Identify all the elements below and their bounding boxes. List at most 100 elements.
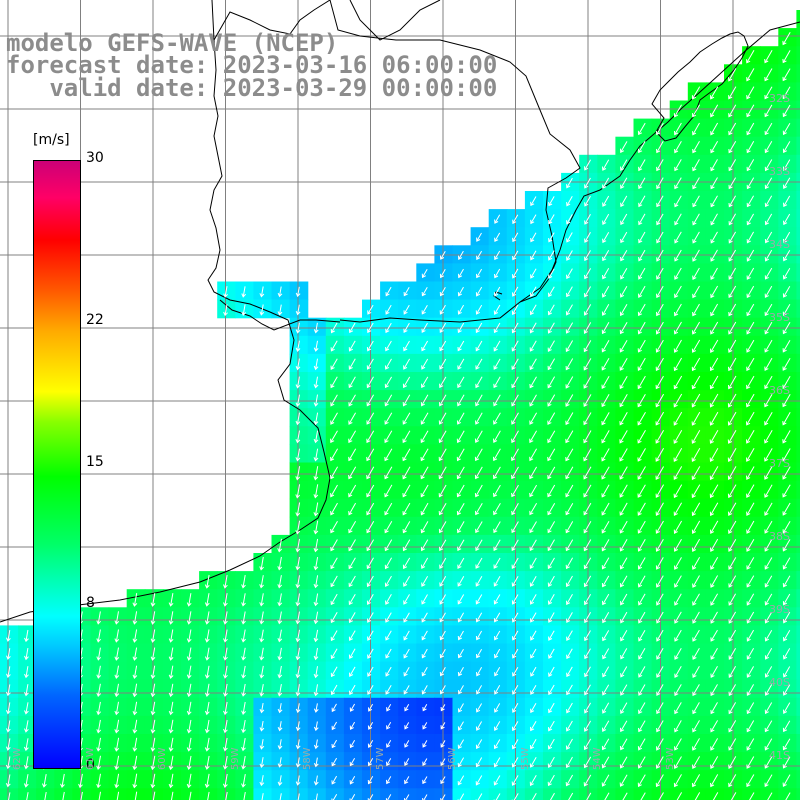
wind-cell <box>416 788 435 800</box>
wind-arrow <box>691 429 701 444</box>
wind-arrow <box>511 340 519 352</box>
wind-arrow <box>619 357 628 371</box>
wind-cell <box>398 788 417 800</box>
wind-cell <box>796 734 800 753</box>
wind-arrow <box>638 702 646 715</box>
wind-cell <box>506 788 526 800</box>
wind-cell <box>796 118 800 138</box>
wind-arrow <box>493 394 501 407</box>
wind-arrow <box>421 358 429 370</box>
wind-cell <box>796 335 800 355</box>
wind-arrow <box>511 430 519 444</box>
wind-arrow <box>223 683 228 697</box>
wind-arrow <box>584 684 591 696</box>
wind-arrow <box>366 430 375 444</box>
wind-arrow <box>348 648 356 659</box>
wind-arrow <box>204 665 210 679</box>
wind-arrow <box>655 393 665 408</box>
wind-arrow <box>710 593 719 606</box>
wind-arrow <box>764 122 773 136</box>
latitude-label: 39S <box>769 603 790 616</box>
wind-arrow <box>5 702 11 715</box>
wind-arrow <box>656 684 664 696</box>
wind-arrow <box>457 340 465 352</box>
wind-arrow <box>728 177 737 190</box>
wind-arrow <box>493 502 501 516</box>
wind-arrow <box>547 738 555 750</box>
wind-arrow <box>746 213 755 226</box>
wind-arrow <box>422 794 428 800</box>
wind-arrow <box>602 630 610 642</box>
wind-arrow <box>475 757 483 768</box>
wind-arrow <box>782 321 791 335</box>
wind-arrow <box>530 630 537 641</box>
wind-arrow <box>367 666 374 677</box>
wind-arrow <box>565 376 574 389</box>
wind-arrow <box>782 593 791 606</box>
wind-arrow <box>583 502 592 516</box>
wind-arrow <box>622 792 628 800</box>
wind-arrow <box>259 703 265 714</box>
wind-arrow <box>565 466 574 480</box>
wind-arrow <box>150 773 156 789</box>
wind-arrow <box>764 666 773 678</box>
wind-arrow <box>313 739 319 750</box>
wind-arrow <box>782 141 791 154</box>
wind-arrow <box>710 756 719 769</box>
wind-arrow <box>764 557 773 570</box>
wind-arrow <box>584 214 591 225</box>
wind-arrow <box>348 376 356 389</box>
wind-arrow <box>602 720 610 732</box>
wind-arrow <box>384 484 393 498</box>
wind-arrow <box>691 375 701 390</box>
wind-arrow <box>259 721 265 732</box>
wind-arrow <box>529 412 538 425</box>
wind-arrow <box>313 358 319 371</box>
wind-arrow <box>78 773 83 789</box>
wind-arrow <box>511 739 519 750</box>
wind-arrow <box>584 648 591 660</box>
wind-arrow <box>494 630 501 641</box>
wind-cell <box>796 697 800 717</box>
wind-arrow <box>457 358 465 370</box>
wind-arrow <box>746 411 755 426</box>
wind-arrow <box>60 773 65 788</box>
wind-arrow <box>655 375 664 390</box>
wind-arrow <box>547 394 556 407</box>
wind-arrow <box>548 630 555 641</box>
wind-arrow <box>584 177 591 189</box>
wind-arrow <box>150 701 156 716</box>
wind-arrow <box>295 684 301 697</box>
wind-arrow <box>24 648 29 661</box>
wind-arrow <box>512 286 519 297</box>
wind-arrow <box>475 376 483 389</box>
wind-arrow <box>730 792 737 800</box>
wind-arrow <box>783 213 791 226</box>
wind-arrow <box>313 793 318 800</box>
wind-arrow <box>746 429 755 444</box>
wind-arrow <box>619 303 628 317</box>
wind-arrow <box>746 375 755 390</box>
wind-arrow <box>710 738 719 751</box>
wind-arrow <box>476 703 483 713</box>
wind-arrow <box>746 321 755 335</box>
wind-arrow <box>24 666 29 679</box>
wind-arrow <box>512 721 519 732</box>
wind-arrow <box>620 648 628 660</box>
wind-cell <box>796 462 800 482</box>
wind-cell <box>742 788 761 800</box>
wind-arrow <box>385 685 392 695</box>
wind-cell <box>796 553 800 572</box>
wind-arrow <box>673 104 682 118</box>
latitude-label: 40S <box>769 676 790 689</box>
wind-arrow <box>403 685 410 695</box>
wind-arrow <box>348 630 356 641</box>
wind-arrow <box>5 630 11 642</box>
wind-arrow <box>530 648 537 659</box>
wind-cell <box>633 788 653 800</box>
wind-arrow <box>457 793 465 800</box>
wind-cell <box>579 788 598 800</box>
wind-arrow <box>366 358 374 370</box>
wind-arrow <box>348 484 357 498</box>
wind-arrow <box>277 721 283 732</box>
